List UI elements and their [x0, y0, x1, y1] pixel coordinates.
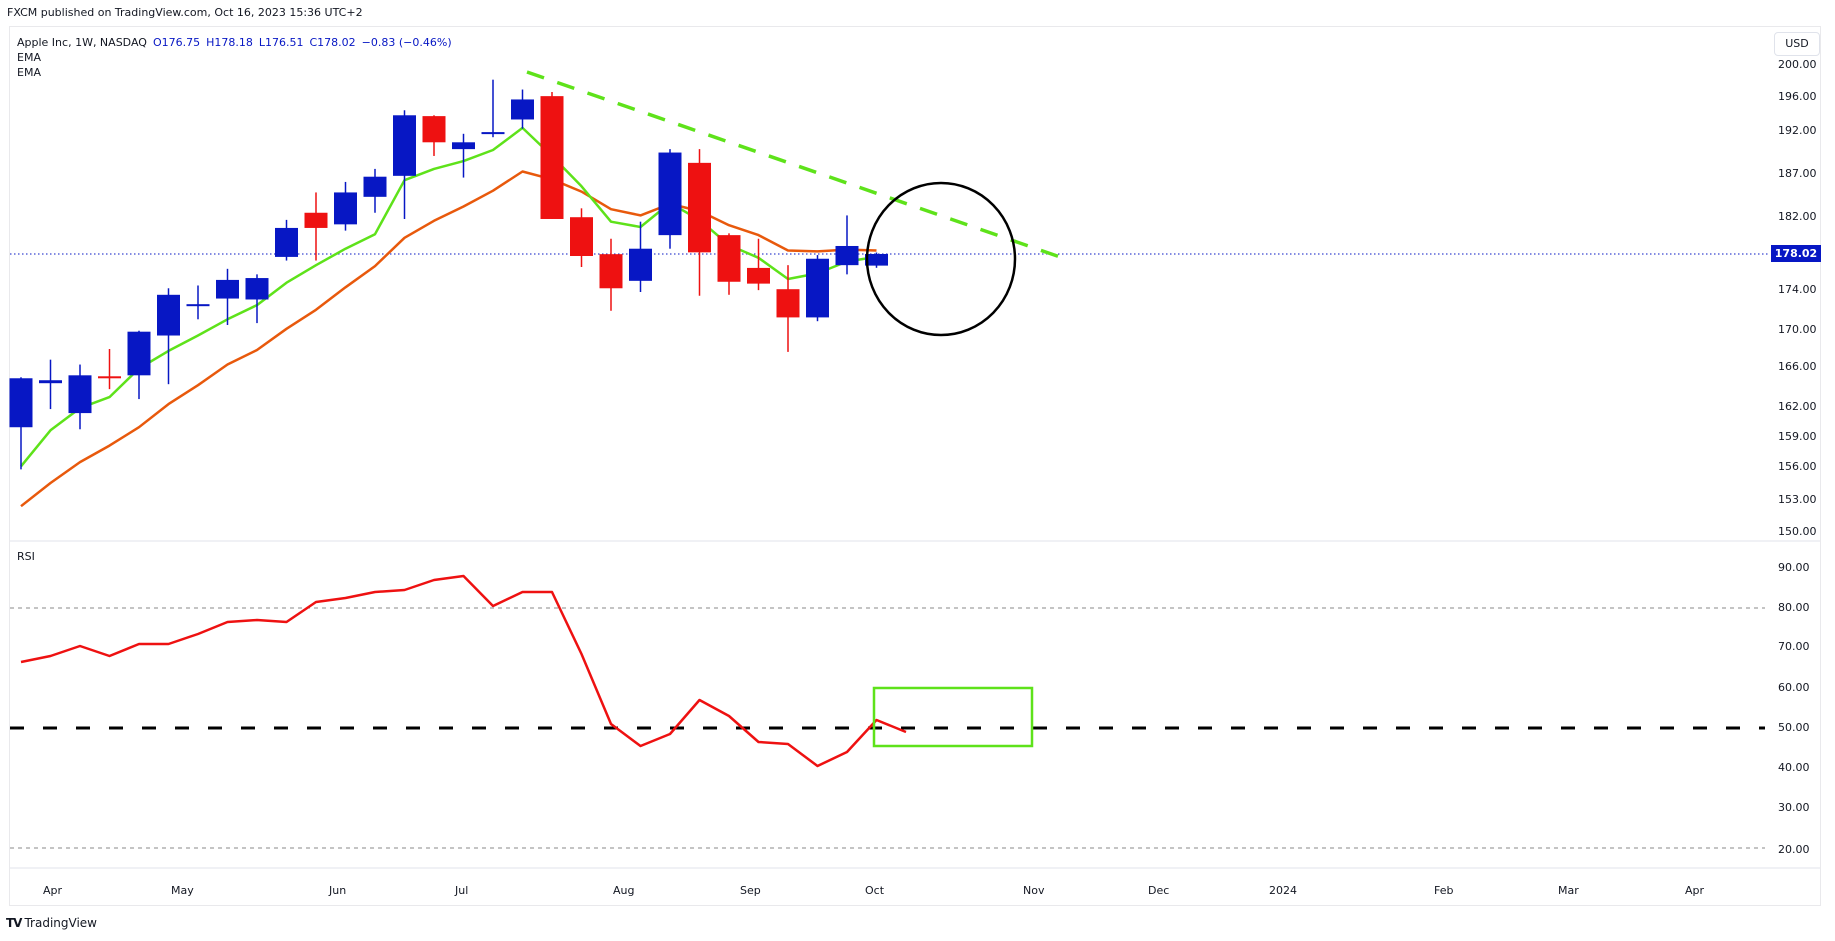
candle-up — [835, 245, 859, 266]
rsi-tick-label: 30.00 — [1778, 801, 1810, 814]
candle-up — [9, 378, 33, 428]
time-tick-label: Apr — [43, 884, 63, 897]
candle-up — [275, 227, 298, 257]
tradingview-brand[interactable]: TV TradingView — [6, 916, 97, 930]
trendline-dashed — [526, 70, 1064, 260]
candle-up — [393, 115, 416, 176]
candle-down — [304, 212, 328, 228]
rsi-tick-label: 50.00 — [1778, 721, 1810, 734]
rsi-line — [20, 574, 907, 768]
candle-up — [68, 375, 92, 414]
candle-up — [481, 132, 505, 135]
chart-legend: Apple Inc, 1W, NASDAQ O176.75 H178.18 L176.… — [17, 35, 452, 80]
rsi-box-annotation — [872, 686, 1034, 748]
brand-name: TradingView — [24, 916, 97, 930]
candle-up — [806, 258, 829, 318]
candle-down — [776, 289, 800, 318]
tradingview-logo-icon: TV — [6, 916, 23, 930]
price-tick-label: 196.00 — [1778, 90, 1817, 103]
candle-down — [570, 217, 593, 256]
rsi-tick-label: 80.00 — [1778, 601, 1810, 614]
legend-ema-1[interactable]: EMA — [17, 51, 41, 64]
rsi-tick-label: 70.00 — [1778, 640, 1810, 653]
time-tick-label: Sep — [740, 884, 761, 897]
currency-button[interactable]: USD — [1774, 32, 1820, 56]
price-tick-label: 150.00 — [1778, 525, 1817, 538]
time-tick-label: Nov — [1023, 884, 1045, 897]
price-tick-label: 200.00 — [1778, 58, 1817, 71]
candle-up — [157, 294, 180, 336]
ohlc-high: H178.18 — [206, 36, 253, 49]
published-caption: FXCM published on TradingView.com, Oct 1… — [7, 6, 363, 19]
candle-up — [511, 99, 534, 120]
candle-up — [629, 248, 652, 281]
circle-annotation — [865, 181, 1017, 337]
candle-down — [747, 267, 770, 284]
price-tick-label: 174.00 — [1778, 283, 1817, 296]
rsi-tick-label: 90.00 — [1778, 561, 1810, 574]
price-tick-label: 156.00 — [1778, 460, 1817, 473]
ohlc-open: O176.75 — [152, 36, 201, 49]
candle-up — [245, 278, 269, 300]
candle-down — [717, 235, 741, 282]
price-tick-label: 162.00 — [1778, 400, 1817, 413]
time-tick-label: 2024 — [1269, 884, 1297, 897]
symbol-name: Apple Inc, 1W, NASDAQ — [17, 36, 147, 49]
rsi-title[interactable]: RSI — [17, 550, 35, 563]
ema-slow-line — [20, 170, 877, 508]
legend-ema-2[interactable]: EMA — [17, 66, 41, 79]
candle-up — [658, 152, 682, 236]
candle-down — [422, 116, 446, 143]
price-tick-label: 153.00 — [1778, 493, 1817, 506]
candle-up — [363, 176, 387, 197]
price-tick-label: 192.00 — [1778, 124, 1817, 137]
candle-down — [98, 376, 121, 379]
time-tick-label: Jun — [329, 884, 347, 897]
price-tick-label: 182.00 — [1778, 210, 1817, 223]
price-tick-label: 159.00 — [1778, 430, 1817, 443]
time-tick-label: Mar — [1558, 884, 1579, 897]
candle-up — [39, 380, 62, 384]
time-tick-label: Apr — [1685, 884, 1705, 897]
candle-up — [127, 331, 151, 376]
ema-fast-line — [20, 126, 877, 468]
candle-down — [599, 254, 623, 289]
ohlc-low: L176.51 — [258, 36, 304, 49]
chart-frame[interactable] — [9, 26, 1821, 906]
time-tick-label: Dec — [1148, 884, 1170, 897]
ohlc-change: −0.83 (−0.46%) — [361, 36, 452, 49]
price-tick-label: 187.00 — [1778, 167, 1817, 180]
candle-up — [452, 142, 475, 150]
ohlc-close: C178.02 — [309, 36, 356, 49]
time-tick-label: Aug — [613, 884, 635, 897]
candle-down — [540, 96, 564, 219]
last-price-badge: 178.02 — [1771, 245, 1821, 262]
rsi-tick-label: 40.00 — [1778, 761, 1810, 774]
candle-up — [186, 304, 210, 307]
price-tick-label: 166.00 — [1778, 360, 1817, 373]
time-tick-label: Oct — [865, 884, 885, 897]
rsi-tick-label: 60.00 — [1778, 681, 1810, 694]
rsi-tick-label: 20.00 — [1778, 843, 1810, 856]
candle-down — [688, 162, 711, 253]
time-tick-label: Jul — [455, 884, 469, 897]
candle-up — [865, 253, 888, 266]
legend-symbol-row[interactable]: Apple Inc, 1W, NASDAQ O176.75 H178.18 L176.… — [17, 35, 452, 50]
price-tick-label: 170.00 — [1778, 323, 1817, 336]
candle-up — [334, 192, 357, 225]
time-tick-label: May — [171, 884, 194, 897]
time-tick-label: Feb — [1434, 884, 1454, 897]
candle-up — [216, 279, 239, 299]
